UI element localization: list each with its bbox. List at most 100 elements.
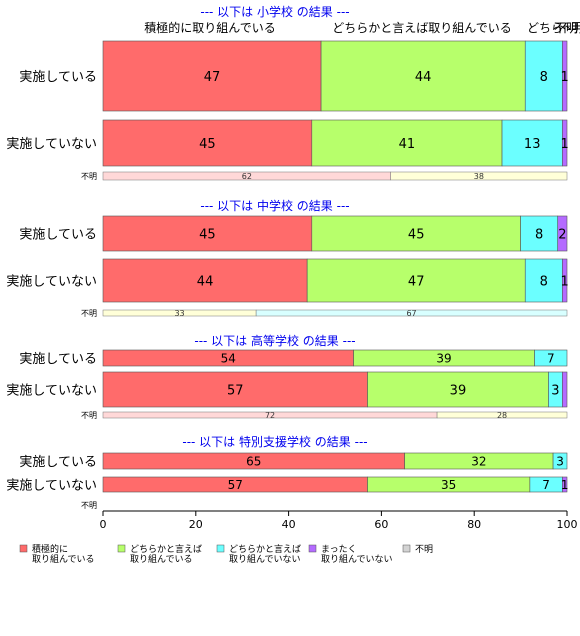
- unknown-label: 不明: [81, 411, 97, 420]
- unknown-segment: [390, 171, 568, 181]
- unknown-label: 不明: [81, 172, 97, 181]
- legend-swatch: [19, 544, 28, 553]
- bar-segment: [501, 119, 563, 167]
- legend-label: まったく: [321, 544, 357, 555]
- legend-entry: どちらかと言えば取り組んでいる: [117, 543, 202, 565]
- panel-title: --- 以下は 特別支援学校 の結果 ---: [182, 434, 367, 449]
- column-header: 不明: [554, 21, 578, 35]
- bar-segment: [102, 40, 322, 112]
- category-label: 実施している: [19, 227, 97, 243]
- data-label: 13: [524, 137, 541, 152]
- data-label: 65: [246, 455, 261, 469]
- unknown-data-label: 72: [265, 411, 275, 420]
- panel-title: --- 以下は 中学校 の結果 ---: [200, 198, 349, 213]
- bar-segment: [557, 215, 568, 252]
- bar-segment: [562, 119, 568, 167]
- data-label: 7: [542, 478, 550, 492]
- legend-label: 取り組んでいる: [32, 553, 95, 565]
- bar-segment: [320, 40, 526, 112]
- bar-segment: [520, 215, 559, 252]
- data-label: 39: [436, 352, 451, 366]
- bar-segment: [562, 371, 568, 408]
- category-label: 実施していない: [6, 478, 97, 494]
- column-header: どちら: [527, 21, 563, 35]
- unknown-data-label: 28: [497, 411, 507, 420]
- data-label: 3: [556, 455, 564, 469]
- data-label: 54: [221, 352, 236, 366]
- legend-label: どちらかと言えば: [229, 543, 301, 555]
- panel: --- 以下は 特別支援学校 の結果 --- 実施している 65 32 3 実施していない…: [6, 434, 568, 510]
- x-tick-label: 40: [282, 518, 296, 531]
- data-label: 8: [540, 274, 548, 289]
- bar-segment: [102, 258, 308, 303]
- x-tick-label: 80: [467, 518, 481, 531]
- data-label: 3: [551, 383, 559, 398]
- bar-segment: [306, 258, 526, 303]
- data-label: 44: [415, 70, 432, 85]
- column-header: 不明: [559, 21, 580, 35]
- data-label: 1: [561, 137, 569, 152]
- legend-entry: 不明: [402, 544, 433, 555]
- x-tick-label: 60: [374, 518, 388, 531]
- unknown-data-label: 67: [406, 309, 416, 318]
- legend-label: 取り組んでいる: [130, 553, 193, 565]
- x-axis: 0 20 40 60 80 100: [100, 510, 578, 531]
- data-label: 8: [540, 70, 548, 85]
- legend-entry: 積極的に取り組んでいる: [19, 543, 95, 565]
- unknown-data-label: 38: [474, 172, 484, 181]
- legend-swatch: [402, 544, 411, 553]
- data-label: 1: [561, 70, 569, 85]
- bar-segment: [562, 40, 568, 112]
- x-tick-label: 100: [557, 518, 578, 531]
- unknown-data-label: 33: [174, 309, 184, 318]
- legend-swatch: [308, 544, 317, 553]
- bar-segment: [102, 215, 313, 252]
- category-label: 実施していない: [6, 383, 97, 399]
- data-label: 39: [450, 383, 467, 398]
- unknown-label: 不明: [81, 309, 97, 318]
- x-tick-label: 20: [189, 518, 203, 531]
- data-label: 47: [204, 70, 221, 85]
- column-header: どちらかと言えば取り組んでいる: [332, 21, 511, 35]
- data-label: 1: [561, 478, 569, 492]
- category-label: 実施している: [19, 454, 97, 470]
- legend-label: 不明: [415, 544, 433, 555]
- bar-segment: [552, 452, 568, 470]
- unknown-label: 不明: [81, 501, 97, 510]
- data-label: 45: [199, 137, 216, 152]
- bar-segment: [311, 215, 521, 252]
- bar-segment: [311, 119, 503, 167]
- bar-segment: [102, 371, 368, 408]
- data-label: 45: [408, 227, 425, 242]
- bar-segment: [534, 349, 568, 367]
- data-label: 35: [441, 478, 456, 492]
- category-label: 実施していない: [6, 136, 97, 152]
- bar-segment: [524, 258, 563, 303]
- bar-segment: [562, 476, 568, 493]
- panel-title: --- 以下は 高等学校 の結果 ---: [194, 333, 355, 348]
- data-label: 57: [227, 383, 244, 398]
- bar-segment: [367, 371, 549, 408]
- unknown-data-label: 62: [242, 172, 252, 181]
- column-header: 積極的に取り組んでいる: [144, 20, 275, 35]
- category-label: 実施している: [19, 351, 97, 367]
- data-label: 2: [558, 227, 566, 242]
- legend: 積極的に取り組んでいるどちらかと言えば取り組んでいるどちらかと言えば取り組んでい…: [19, 543, 433, 565]
- unknown-segment: [436, 411, 568, 419]
- bar-segment: [524, 40, 563, 112]
- legend-swatch: [117, 544, 126, 553]
- data-label: 47: [408, 274, 425, 289]
- legend-label: 取り組んでいない: [321, 553, 393, 565]
- legend-label: 取り組んでいない: [229, 553, 301, 565]
- data-label: 32: [471, 455, 486, 469]
- panel: --- 以下は 高等学校 の結果 --- 実施している 54 39 7 実施していない 57…: [6, 333, 568, 420]
- legend-label: どちらかと言えば: [130, 543, 202, 555]
- category-label: 実施していない: [6, 274, 97, 290]
- data-label: 45: [199, 227, 216, 242]
- category-label: 実施している: [19, 69, 97, 85]
